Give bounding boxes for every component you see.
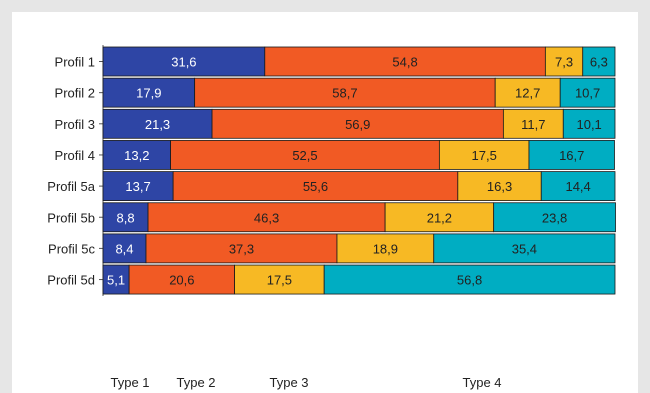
data-label: 56,8	[457, 273, 482, 288]
data-label: 21,2	[427, 210, 452, 225]
data-label: 12,7	[515, 86, 540, 101]
bar-segment-type-1	[102, 140, 171, 170]
bar-segment-type-3	[234, 264, 325, 295]
bar-segment-type-2	[194, 77, 496, 108]
bar-segment-type-4	[562, 108, 616, 139]
data-label: 16,3	[487, 179, 512, 194]
data-label: 5,1	[107, 273, 125, 288]
bar-segment-type-4	[540, 171, 616, 202]
data-label: 8,8	[116, 210, 134, 225]
data-label: 17,5	[267, 273, 292, 288]
bar-segment-type-1	[102, 77, 196, 108]
category-label: Profil 1	[55, 55, 95, 70]
data-label: 37,3	[229, 241, 254, 256]
data-label: 46,3	[254, 210, 279, 225]
bar-segment-type-4	[559, 77, 616, 108]
data-label: 23,8	[542, 210, 567, 225]
bar-segment-type-4	[582, 46, 616, 77]
bar-segment-type-1	[102, 171, 174, 202]
data-label: 17,5	[472, 148, 497, 163]
data-label: 18,9	[373, 241, 398, 256]
bar-segment-type-3	[384, 202, 495, 233]
category-label: Profil 2	[55, 86, 95, 101]
data-label: 17,9	[136, 86, 161, 101]
data-label: 52,5	[292, 148, 317, 163]
category-label: Profil 5d	[47, 273, 95, 288]
data-label: 13,2	[124, 148, 149, 163]
legend-entry: Type 3	[269, 375, 308, 390]
category-label: Profil 4	[55, 148, 95, 163]
data-label: 21,3	[145, 117, 170, 132]
bar-segment-type-1	[102, 202, 149, 233]
bar-segment-type-2	[147, 202, 386, 233]
data-label: 55,6	[303, 179, 328, 194]
bar-segment-type-4	[323, 264, 616, 295]
bar-segment-type-3	[438, 140, 530, 170]
bar-segment-type-1	[102, 46, 266, 77]
data-label: 7,3	[555, 55, 573, 70]
bar-segment-type-2	[172, 171, 459, 202]
category-label: Profil 5a	[47, 179, 95, 194]
category-label: Profil 3	[55, 117, 95, 132]
bar-segment-type-3	[336, 233, 435, 264]
data-label: 31,6	[171, 55, 196, 70]
bar-segment-type-4	[433, 233, 616, 264]
data-label: 6,3	[590, 55, 608, 70]
category-label: Profil 5c	[48, 241, 95, 256]
data-label: 10,7	[575, 86, 600, 101]
category-label: Profil 5b	[47, 210, 95, 225]
data-label: 54,8	[392, 55, 417, 70]
data-label: 11,7	[521, 117, 545, 132]
data-label: 10,1	[576, 117, 601, 132]
data-label: 35,4	[512, 241, 537, 256]
chart-panel: Profil 1 31,6 54,8 7,3 6,3 Profil 2 17,9 58,7 12…	[12, 12, 638, 393]
stacked-bar-chart: Profil 1 31,6 54,8 7,3 6,3 Profil 2 17,9 58,7 12…	[47, 45, 616, 390]
bar-segment-type-2	[211, 108, 504, 139]
data-label: 58,7	[332, 86, 357, 101]
data-label: 56,9	[345, 117, 370, 132]
bar-segment-type-1	[102, 233, 147, 264]
bar-segment-type-2	[145, 233, 338, 264]
legend-entry: Type 4	[462, 375, 501, 390]
bar-segment-type-3	[544, 46, 584, 77]
data-label: 20,6	[169, 273, 194, 288]
bar-segment-type-4	[493, 202, 616, 233]
data-label: 8,4	[115, 241, 133, 256]
data-label: 13,7	[125, 179, 150, 194]
bar-segment-type-2	[264, 46, 546, 77]
bar-segment-type-1	[102, 108, 213, 139]
legend-entry: Type 1	[110, 375, 149, 390]
bar-segment-type-4	[528, 140, 615, 170]
data-label: 16,7	[559, 148, 584, 163]
bar-segment-type-3	[502, 108, 564, 139]
legend-entry: Type 2	[176, 375, 215, 390]
data-label: 14,4	[565, 179, 590, 194]
bar-segment-type-2	[128, 264, 235, 295]
